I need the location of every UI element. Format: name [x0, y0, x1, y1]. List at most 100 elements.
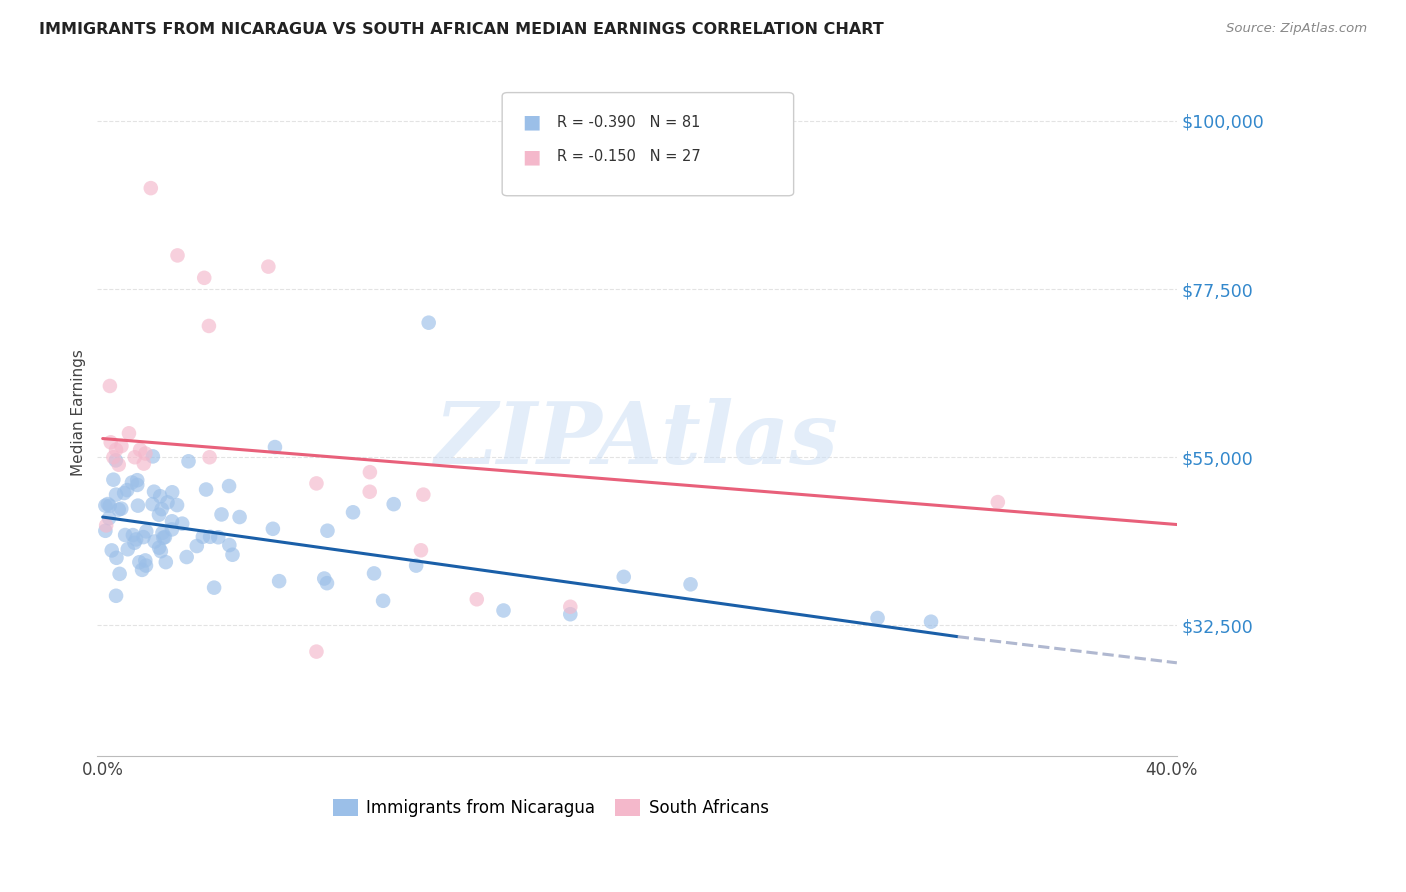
Point — [679, 577, 702, 591]
Point — [97, 497, 120, 511]
Text: Source: ZipAtlas.com: Source: ZipAtlas.com — [1226, 22, 1367, 36]
Point — [94, 499, 117, 513]
Point — [134, 553, 156, 567]
Point — [177, 454, 200, 468]
Point — [155, 555, 177, 569]
Point — [114, 528, 136, 542]
Point — [128, 555, 150, 569]
Point — [139, 181, 162, 195]
Point — [110, 501, 132, 516]
Point — [195, 483, 218, 497]
Point — [117, 542, 139, 557]
FancyBboxPatch shape — [502, 93, 793, 195]
Point — [107, 458, 129, 472]
Point — [103, 450, 125, 465]
Text: R = -0.390   N = 81: R = -0.390 N = 81 — [557, 115, 700, 129]
Text: IMMIGRANTS FROM NICARAGUA VS SOUTH AFRICAN MEDIAN EARNINGS CORRELATION CHART: IMMIGRANTS FROM NICARAGUA VS SOUTH AFRIC… — [39, 22, 884, 37]
Point — [409, 543, 432, 558]
Point — [492, 603, 515, 617]
Point — [218, 479, 240, 493]
Point — [218, 538, 240, 552]
Point — [149, 489, 172, 503]
Point — [149, 544, 172, 558]
Text: ■: ■ — [523, 112, 541, 132]
Point — [314, 572, 336, 586]
Point — [143, 534, 166, 549]
Legend: Immigrants from Nicaragua, South Africans: Immigrants from Nicaragua, South African… — [326, 792, 775, 823]
Point — [104, 453, 127, 467]
Point — [166, 248, 188, 262]
Point — [152, 531, 174, 545]
Point — [371, 594, 394, 608]
Point — [98, 379, 121, 393]
Point — [122, 528, 145, 542]
Point — [359, 465, 381, 479]
Point — [363, 566, 385, 581]
Point — [382, 497, 405, 511]
Point — [316, 524, 339, 538]
Point — [132, 530, 155, 544]
Point — [560, 607, 582, 622]
Point — [100, 435, 122, 450]
Point — [143, 484, 166, 499]
Point — [613, 570, 636, 584]
Point — [98, 511, 121, 525]
Text: ZIPAtlas: ZIPAtlas — [436, 398, 839, 482]
Point — [202, 581, 225, 595]
Point — [264, 440, 287, 454]
Point — [105, 589, 128, 603]
Point — [560, 599, 582, 614]
Point — [105, 442, 128, 457]
Point — [211, 508, 233, 522]
Point — [115, 483, 138, 497]
Point — [305, 476, 328, 491]
Point — [987, 495, 1010, 509]
Point — [150, 502, 173, 516]
Point — [100, 543, 122, 558]
Point — [342, 505, 364, 519]
Point — [262, 522, 284, 536]
Point — [359, 484, 381, 499]
Point — [465, 592, 488, 607]
Point — [160, 485, 183, 500]
Point — [866, 611, 889, 625]
Point — [124, 535, 146, 549]
Point — [269, 574, 291, 589]
Point — [305, 644, 328, 658]
Text: ■: ■ — [523, 147, 541, 166]
Point — [127, 473, 149, 487]
Point — [141, 497, 163, 511]
Point — [418, 316, 440, 330]
Point — [176, 549, 198, 564]
Point — [148, 541, 170, 555]
Point — [198, 450, 221, 465]
Point — [193, 270, 215, 285]
Point — [108, 566, 131, 581]
Point — [127, 478, 149, 492]
Point — [186, 539, 208, 553]
Point — [125, 533, 148, 547]
Point — [127, 499, 149, 513]
Point — [107, 502, 129, 516]
Text: R = -0.150   N = 27: R = -0.150 N = 27 — [557, 149, 702, 164]
Point — [134, 446, 156, 460]
Point — [132, 457, 155, 471]
Point — [316, 576, 339, 591]
Point — [160, 523, 183, 537]
Point — [98, 499, 121, 513]
Point — [198, 318, 221, 333]
Point — [118, 426, 141, 441]
Point — [412, 488, 434, 502]
Point — [152, 525, 174, 540]
Point — [103, 473, 125, 487]
Point — [207, 530, 229, 544]
Point — [121, 475, 143, 490]
Y-axis label: Median Earnings: Median Earnings — [72, 349, 86, 475]
Point — [156, 495, 179, 509]
Point — [112, 486, 135, 500]
Point — [124, 450, 146, 465]
Point — [920, 615, 942, 629]
Point — [257, 260, 280, 274]
Point — [405, 558, 427, 573]
Point — [105, 488, 128, 502]
